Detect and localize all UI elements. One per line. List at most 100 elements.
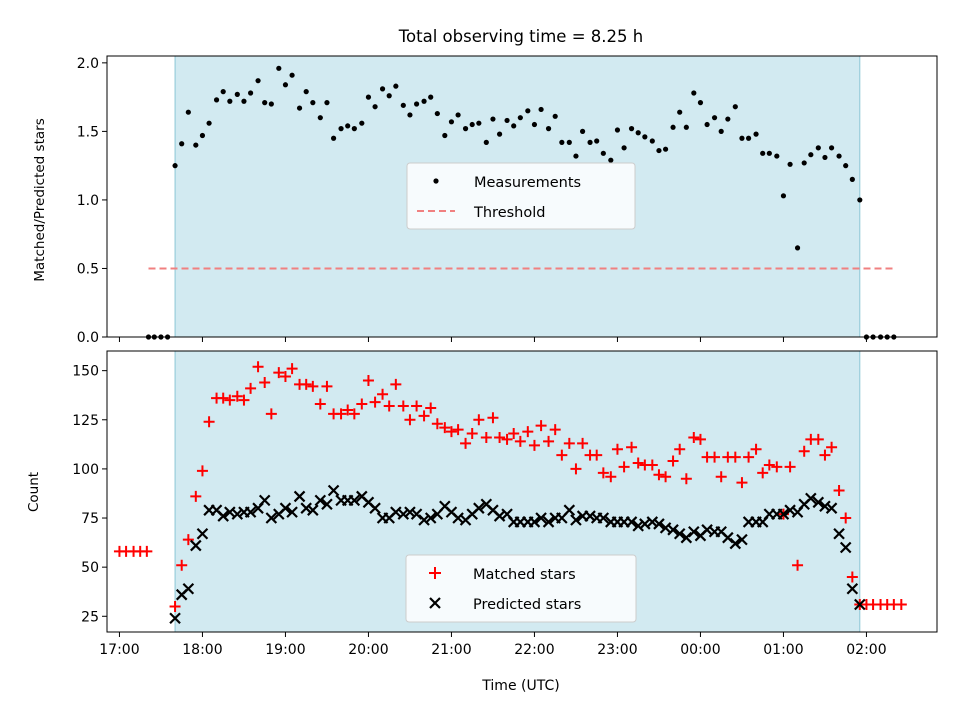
data-point-measurement: [628, 126, 635, 132]
x-axis-label: Time (UTC): [481, 678, 559, 694]
x-tick-label: 20:00: [348, 642, 388, 658]
data-point-measurement: [469, 121, 475, 128]
data-point-matched: [528, 439, 540, 451]
x-tick-label: 19:00: [265, 642, 305, 658]
data-point-matched: [715, 471, 727, 483]
data-point-matched: [846, 571, 858, 583]
y-tick-label: 1.5: [77, 124, 99, 140]
y-tick-label: 75: [81, 511, 99, 527]
data-point-measurement: [794, 245, 801, 251]
data-point-measurement: [579, 128, 586, 134]
data-point-predicted: [570, 514, 582, 526]
data-point-predicted: [854, 598, 866, 611]
data-point-matched: [591, 449, 603, 461]
legend-label-threshold: Threshold: [473, 205, 545, 221]
data-point-measurement: [594, 138, 600, 144]
data-point-matched: [383, 400, 395, 412]
data-point-matched: [418, 410, 430, 422]
data-point-measurement: [255, 78, 261, 84]
data-point-predicted: [307, 504, 319, 516]
data-point-predicted: [321, 498, 333, 511]
data-point-predicted: [625, 516, 638, 528]
data-point-measurement: [185, 109, 191, 115]
data-point-matched: [819, 449, 831, 461]
data-point-measurement: [324, 100, 330, 106]
data-point-matched: [784, 461, 796, 473]
data-point-measurement: [774, 153, 780, 159]
data-point-matched: [674, 443, 686, 455]
data-point-predicted: [293, 490, 306, 503]
data-point-measurement: [379, 86, 386, 92]
data-point-measurement: [421, 98, 427, 104]
data-point-measurement: [828, 145, 835, 151]
data-point-matched: [736, 477, 748, 489]
data-point-predicted: [286, 506, 298, 518]
data-point-predicted: [424, 512, 437, 524]
y-tick-label: 0.5: [77, 261, 99, 277]
data-point-measurement: [483, 139, 489, 145]
data-point-measurement: [545, 126, 552, 132]
data-point-predicted: [819, 500, 831, 513]
data-point-matched: [342, 404, 354, 416]
y-tick-label: 125: [72, 413, 99, 429]
x-tick-label: 01:00: [763, 642, 803, 658]
y-axis-label-ratio: Matched/Predicted stars: [32, 118, 48, 281]
data-point-measurement: [857, 197, 863, 203]
data-point-measurement: [662, 146, 669, 152]
data-point-measurement: [206, 120, 212, 126]
data-point-predicted: [217, 510, 229, 522]
data-point-predicted: [258, 494, 271, 507]
data-point-predicted: [597, 512, 610, 524]
data-point-matched: [466, 428, 478, 440]
data-point-matched: [487, 412, 499, 424]
data-point-measurement: [725, 116, 731, 122]
data-point-matched: [259, 376, 271, 388]
data-point-measurement: [172, 163, 178, 169]
data-point-measurement: [365, 94, 372, 100]
data-point-measurement: [199, 132, 206, 139]
data-point-matched: [757, 467, 769, 479]
data-point-predicted: [646, 516, 659, 528]
legend-marker-matched: [429, 567, 441, 579]
data-point-matched: [452, 424, 464, 436]
data-point-measurement: [241, 98, 247, 104]
data-point-measurement: [289, 72, 295, 78]
data-point-measurement: [642, 134, 648, 140]
axes-frame: [106, 55, 938, 338]
data-point-measurement: [525, 108, 531, 114]
data-point-measurement: [739, 135, 745, 141]
data-point-measurement: [677, 109, 683, 115]
data-point-matched: [203, 416, 215, 428]
data-point-measurement: [393, 83, 399, 89]
data-point-matched: [535, 420, 547, 432]
data-point-predicted: [667, 524, 679, 536]
data-point-matched: [514, 435, 526, 447]
legend-label-measurements: Measurements: [474, 175, 581, 191]
data-point-matched: [404, 414, 416, 426]
data-point-matched: [626, 441, 638, 453]
y-tick-label: 0.0: [77, 330, 99, 346]
data-point-measurement: [227, 98, 233, 104]
y-tick-label: 1.0: [77, 193, 99, 209]
data-point-predicted: [190, 539, 202, 552]
data-point-matched: [196, 465, 208, 477]
data-point-matched: [743, 451, 755, 463]
data-point-measurement: [566, 139, 572, 145]
data-point-measurement: [448, 119, 455, 125]
x-tick-label: 22:00: [514, 642, 554, 658]
data-point-measurement: [282, 82, 289, 88]
data-point-matched: [494, 431, 506, 443]
data-point-measurement: [635, 130, 641, 136]
chart-title: Total observing time = 8.25 h: [398, 27, 643, 46]
data-point-measurement: [691, 90, 697, 96]
data-point-measurement: [511, 123, 517, 129]
data-point-measurement: [766, 150, 772, 156]
data-point-predicted: [542, 516, 555, 528]
data-point-matched: [425, 402, 437, 414]
data-point-matched: [321, 380, 333, 392]
data-point-matched: [286, 363, 298, 375]
data-point-measurement: [428, 94, 434, 100]
data-point-matched: [182, 534, 194, 546]
data-point-measurement: [317, 115, 323, 121]
data-point-matched: [460, 437, 472, 449]
